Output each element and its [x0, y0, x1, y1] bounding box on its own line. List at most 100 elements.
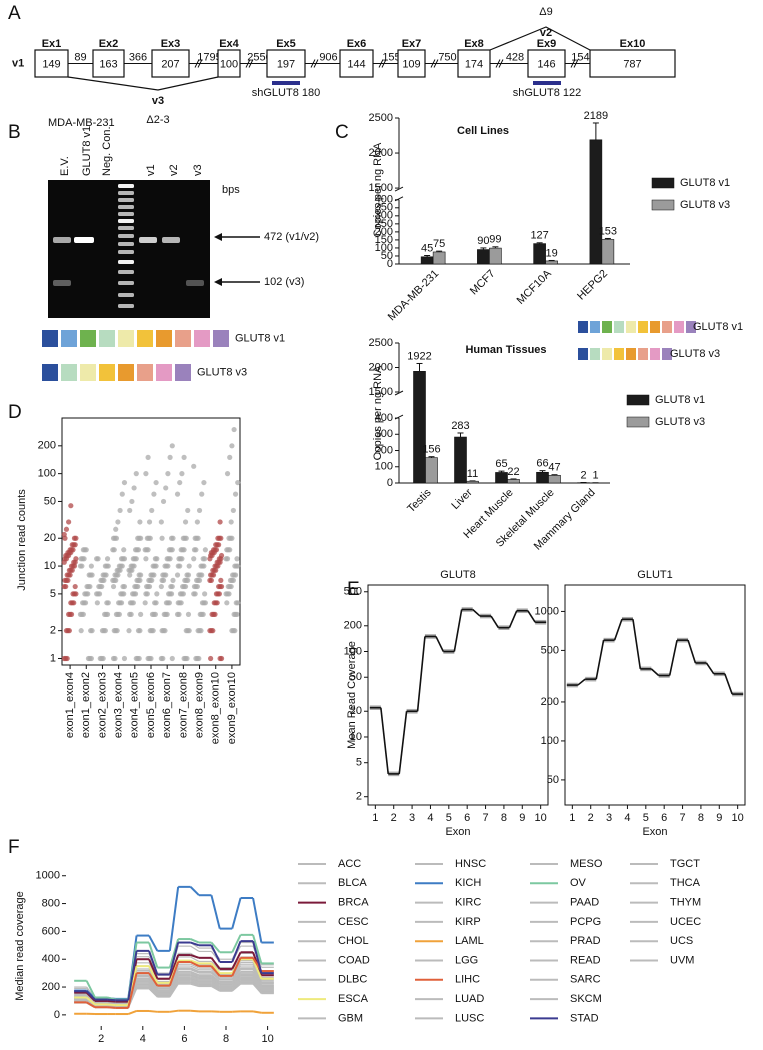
lane-label: v3 [192, 164, 204, 176]
construct-exon [137, 330, 153, 347]
y-tick-label: 2500 [369, 112, 393, 124]
y-tick-label: 200 [38, 440, 56, 452]
x-tick-label: exon8_exon9 [193, 672, 205, 738]
step-connector [231, 977, 241, 987]
point [224, 556, 231, 562]
intron-length: 428 [506, 51, 524, 63]
step-connector [380, 707, 389, 774]
point [66, 628, 72, 634]
x-tick-label: 9 [519, 812, 525, 824]
point [68, 611, 75, 617]
construct-exon [626, 348, 636, 360]
point [224, 471, 231, 477]
step-connector [148, 978, 158, 991]
size-unit: bps [222, 184, 240, 196]
y-tick-label: 50 [381, 250, 393, 262]
point [200, 611, 206, 617]
point [230, 507, 236, 514]
y-tick-label: 100 [344, 645, 362, 657]
step-connector [252, 940, 263, 974]
step-connector [211, 979, 221, 987]
point [131, 563, 137, 569]
exon-box [457, 49, 491, 78]
y-tick-label: 200 [541, 696, 559, 708]
point [78, 628, 84, 634]
value-label: 1922 [407, 350, 431, 362]
point [160, 655, 166, 662]
step-connector [211, 984, 221, 991]
y-tick-label: 0 [387, 477, 393, 489]
y-tick-label: 400 [375, 194, 393, 206]
y-tick-label: 300 [375, 210, 393, 222]
step-connector [231, 957, 242, 977]
step-connector [595, 640, 605, 680]
point [121, 479, 128, 486]
x-tick-label: 1 [569, 812, 575, 824]
exon-box [527, 49, 566, 78]
step-connector [252, 897, 263, 943]
point [158, 583, 164, 590]
axis-break [194, 59, 200, 68]
point [163, 572, 169, 578]
y-tick-label: 20 [350, 705, 362, 717]
legend-label: KIRC [455, 897, 481, 909]
exon-name: Ex6 [347, 38, 367, 50]
step-connector [148, 972, 159, 987]
step-connector [190, 969, 200, 974]
construct-exon [156, 364, 172, 381]
construct-exon [686, 321, 696, 333]
exon-box [266, 49, 306, 78]
construct-exon [61, 330, 77, 347]
value-label: 2189 [584, 110, 608, 122]
legend-label: BRCA [338, 897, 369, 909]
x-tick-label: exon2_exon3 [96, 672, 108, 738]
step-connector [211, 981, 221, 989]
step-connector [107, 1006, 116, 1009]
point [87, 583, 93, 590]
x-tick-label: exon4_exon5 [129, 672, 141, 738]
step-connector [148, 1009, 158, 1013]
point [110, 583, 117, 590]
y-tick-label: 200 [375, 226, 393, 238]
step-connector [190, 972, 200, 978]
step-connector [210, 965, 221, 977]
exon-name: Ex1 [42, 38, 62, 50]
chart-title: Cell Lines [457, 125, 509, 137]
step-connector [190, 967, 200, 973]
step-connector [190, 974, 200, 979]
exon-name: Ex2 [99, 38, 119, 50]
bar [432, 251, 446, 265]
value-label: 2 [580, 469, 586, 481]
legend-label: STAD [570, 1012, 599, 1024]
point [235, 563, 241, 569]
point [142, 600, 148, 606]
step-connector [211, 985, 221, 992]
lane-label: v2 [168, 164, 180, 176]
intron-length: 2550 [247, 51, 271, 63]
legend-label: HNSC [455, 858, 486, 870]
point [194, 583, 200, 590]
y-tick-label: 5 [50, 588, 56, 600]
x-tick-label: 5 [643, 812, 649, 824]
bar [548, 475, 561, 484]
step-connector [168, 938, 180, 968]
legend-swatch [651, 177, 675, 189]
exon-length: 109 [402, 58, 420, 70]
y-tick-label: 2500 [369, 337, 393, 349]
step-connector [190, 981, 200, 986]
y-axis-label: Copies per ng RNA [372, 365, 384, 460]
y-tick-label: 2000 [369, 147, 393, 159]
step-connector [190, 978, 200, 983]
point [191, 463, 197, 469]
y-axis-label: Median read coverage [14, 891, 26, 1000]
legend-label: LUSC [455, 1012, 484, 1024]
y-tick-label: 2000 [369, 361, 393, 373]
point [67, 572, 73, 578]
x-tick-label: 8 [501, 812, 507, 824]
legend-label: COAD [338, 954, 370, 966]
step-connector [190, 979, 200, 984]
point [165, 563, 171, 569]
step-connector [252, 968, 262, 984]
step-connector [107, 1004, 116, 1007]
y-tick-label: 500 [344, 586, 362, 598]
